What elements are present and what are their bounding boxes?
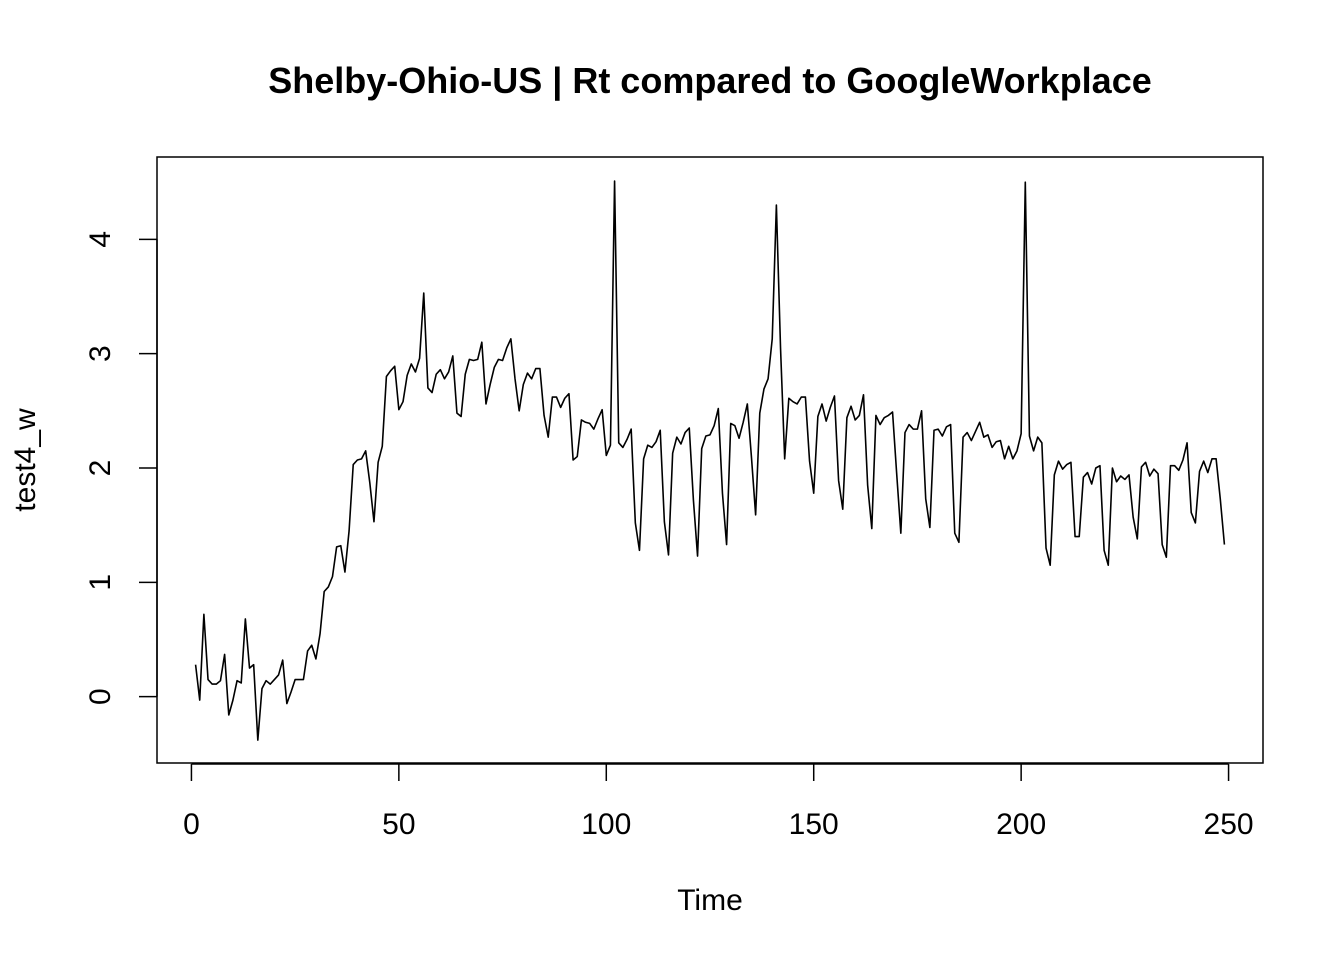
y-tick-label: 1 (84, 574, 117, 591)
chart-title: Shelby-Ohio-US | Rt compared to GoogleWo… (268, 60, 1152, 102)
x-tick-label: 50 (382, 808, 415, 841)
plot-frame (156, 156, 1264, 764)
y-tick-label: 4 (84, 231, 117, 248)
x-tick-label: 250 (1204, 808, 1254, 841)
x-tick-label: 0 (183, 808, 200, 841)
x-tick-label: 100 (581, 808, 631, 841)
x-axis: 0 50 100 150 200 250 (183, 763, 1254, 841)
x-tick-label: 200 (996, 808, 1046, 841)
y-axis: 0 1 2 3 4 (84, 231, 158, 705)
x-tick-label: 150 (789, 808, 839, 841)
y-tick-label: 0 (84, 688, 117, 705)
y-tick-label: 2 (84, 460, 117, 477)
y-tick-label: 3 (84, 345, 117, 362)
y-axis-label: test4_w (9, 408, 42, 512)
x-axis-label: Time (677, 884, 743, 917)
series-line (194, 180, 1226, 741)
